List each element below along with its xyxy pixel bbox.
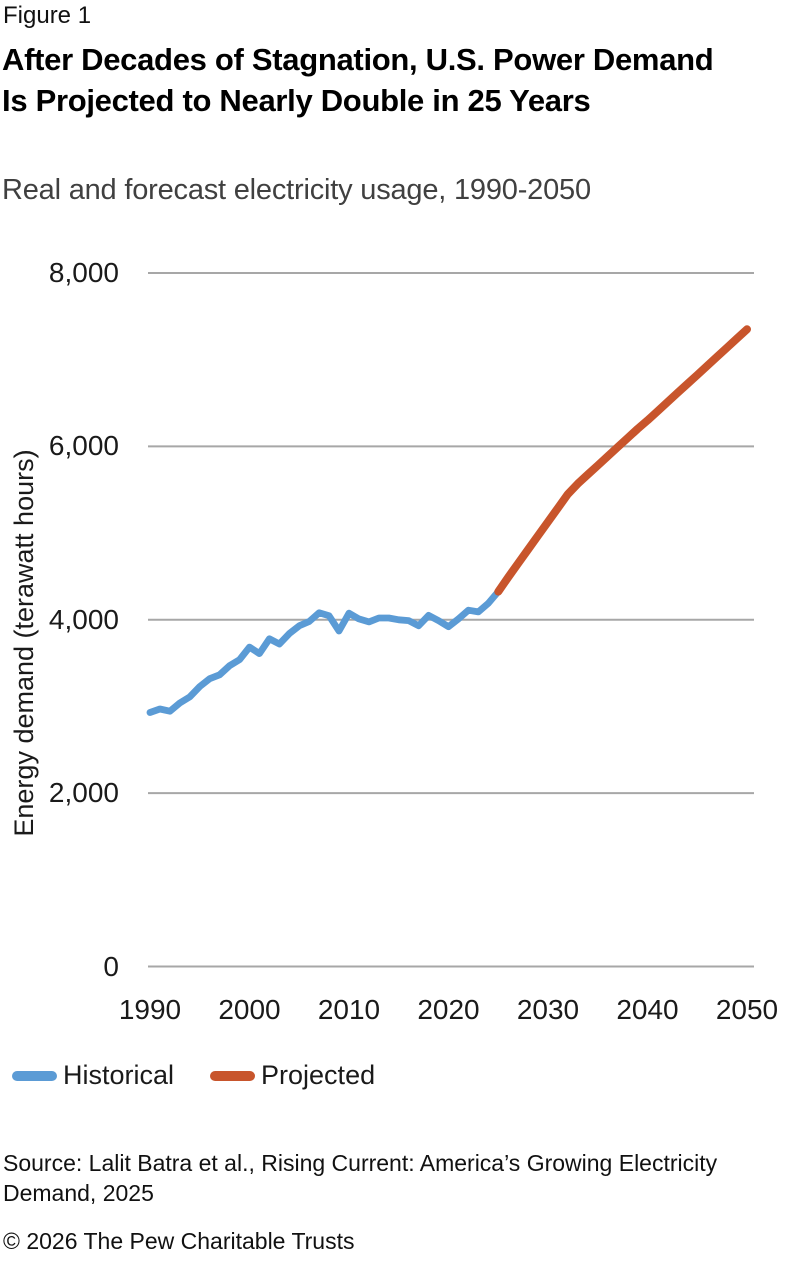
historical-swatch-icon	[12, 1070, 57, 1081]
x-tick-label-2040: 2040	[616, 994, 679, 1025]
projected-line	[494, 325, 751, 596]
x-tick-label-2000: 2000	[218, 994, 281, 1025]
y-tick-label-8000: 8,000	[48, 257, 119, 288]
y-axis-title: Energy demand (terawatt hours)	[9, 449, 39, 837]
x-tick-label-1990: 1990	[118, 994, 182, 1025]
legend-item-historical: Historical	[12, 1060, 174, 1091]
legend-label-projected: Projected	[261, 1060, 376, 1090]
copyright: © 2026 The Pew Charitable Trusts	[3, 1228, 355, 1254]
legend-item-projected: Projected	[210, 1060, 375, 1091]
x-tick-label-2050: 2050	[715, 994, 779, 1025]
source-note: Source: Lalit Batra et al., Rising Curre…	[3, 1150, 718, 1207]
historical-line	[146, 588, 502, 716]
x-tick-label-2030: 2030	[516, 994, 580, 1025]
y-tick-label-0: 0	[103, 950, 119, 982]
chart-subtitle: Real and forecast electricity usage, 199…	[2, 174, 591, 206]
chart-title: After Decades of Stagnation, U.S. Power …	[2, 42, 714, 118]
y-tick-label-4000: 4,000	[48, 603, 119, 635]
x-tick-label-2010: 2010	[317, 994, 381, 1025]
figure-label: Figure 1	[3, 2, 92, 29]
y-tick-label-6000: 6,000	[48, 430, 119, 462]
legend-label-historical: Historical	[63, 1060, 175, 1090]
legend: Historical Projected	[12, 1060, 375, 1091]
projected-swatch-icon	[210, 1070, 256, 1081]
y-tick-label-2000: 2,000	[48, 777, 119, 809]
x-tick-label-2020: 2020	[417, 994, 480, 1025]
